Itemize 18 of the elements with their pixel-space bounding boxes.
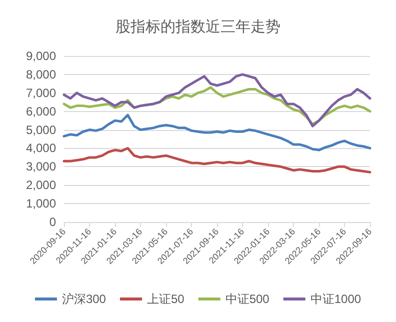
y-tick-label: 9,000 xyxy=(26,49,56,63)
line-series xyxy=(62,114,372,152)
legend-label: 沪深300 xyxy=(62,292,106,306)
y-tick-label: 0 xyxy=(49,215,56,229)
y-tick-label: 6,000 xyxy=(26,104,56,118)
y-tick-label: 1,000 xyxy=(26,196,56,211)
legend-label: 中证1000 xyxy=(310,292,362,306)
y-tick-label: 8,000 xyxy=(26,67,56,82)
legend-label: 中证500 xyxy=(225,292,270,306)
legend-label: 上证50 xyxy=(146,292,185,306)
y-tick-label: 4,000 xyxy=(26,141,56,156)
y-tick-label: 5,000 xyxy=(26,122,56,137)
y-tick-label: 3,000 xyxy=(26,160,56,174)
y-tick-label: 7,000 xyxy=(26,86,56,100)
line-series xyxy=(62,146,372,174)
chart-title: 股指标的指数近三年走势 xyxy=(116,18,280,36)
y-tick-label: 2,000 xyxy=(26,178,56,192)
line-series xyxy=(62,73,372,128)
